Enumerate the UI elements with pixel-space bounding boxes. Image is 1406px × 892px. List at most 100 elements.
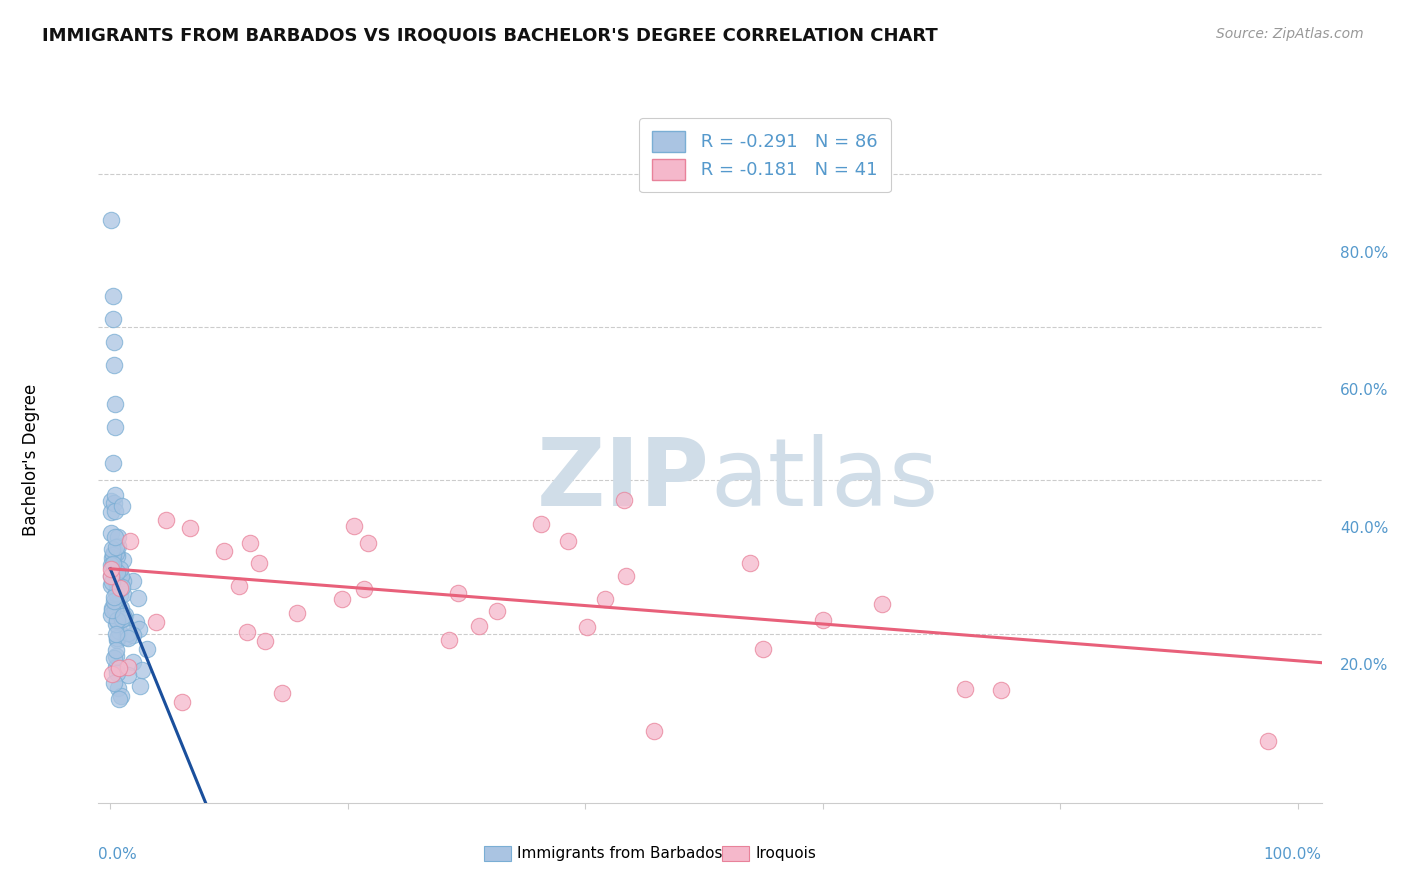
Point <box>330 592 353 607</box>
Text: 60.0%: 60.0% <box>1340 384 1389 398</box>
Point <box>100 600 122 615</box>
Point <box>100 493 122 508</box>
Point <box>111 499 134 513</box>
Point <box>105 643 128 657</box>
Point <box>110 580 132 594</box>
Point <box>486 604 509 618</box>
Point <box>121 655 143 669</box>
Point <box>105 633 128 648</box>
Point <box>103 570 125 584</box>
Point <box>105 546 128 560</box>
Point <box>101 542 124 557</box>
Text: 100.0%: 100.0% <box>1264 847 1322 863</box>
Point <box>120 533 142 548</box>
Point <box>439 633 461 648</box>
Point <box>111 612 134 626</box>
Point <box>105 660 128 674</box>
Point <box>343 519 366 533</box>
Point <box>100 562 122 576</box>
Point <box>105 627 128 641</box>
FancyBboxPatch shape <box>484 847 510 861</box>
Point <box>104 602 127 616</box>
Point <box>105 574 128 589</box>
Point <box>101 456 124 470</box>
Point <box>103 556 125 570</box>
Point <box>108 692 131 706</box>
Point <box>447 585 470 599</box>
Point <box>170 695 193 709</box>
Point <box>110 569 132 583</box>
Point <box>110 589 132 603</box>
Point <box>107 681 129 695</box>
Point <box>117 668 139 682</box>
Point <box>103 676 125 690</box>
Point <box>112 574 135 589</box>
Point <box>105 614 128 628</box>
Point <box>128 622 150 636</box>
Point <box>105 617 128 632</box>
Text: ZIP: ZIP <box>537 434 710 526</box>
Point <box>468 619 491 633</box>
Point <box>870 597 893 611</box>
Point <box>990 683 1012 698</box>
Point <box>100 574 122 589</box>
Point <box>108 562 131 576</box>
Point <box>236 625 259 640</box>
Point <box>104 488 127 502</box>
Point <box>100 526 122 541</box>
Point <box>101 312 124 326</box>
Point <box>740 556 762 570</box>
Point <box>103 590 125 604</box>
Point <box>643 723 665 738</box>
Point <box>117 660 139 674</box>
Point <box>111 553 134 567</box>
Point <box>614 569 637 583</box>
Point <box>105 631 128 645</box>
Point <box>110 690 132 704</box>
Point <box>104 564 127 578</box>
Text: Bachelor's Degree: Bachelor's Degree <box>22 384 41 535</box>
Point <box>155 513 177 527</box>
Point <box>100 607 122 622</box>
Point <box>112 611 135 625</box>
Point <box>108 624 131 638</box>
Point <box>955 681 977 696</box>
Point <box>1257 734 1279 748</box>
Text: Immigrants from Barbados: Immigrants from Barbados <box>517 847 723 861</box>
Point <box>103 593 125 607</box>
Point <box>128 679 150 693</box>
Point <box>529 517 551 532</box>
Point <box>101 558 124 572</box>
Point <box>117 631 139 645</box>
Point <box>247 557 270 571</box>
Point <box>254 634 277 648</box>
Point <box>104 530 127 544</box>
Point <box>353 582 375 596</box>
Point <box>103 496 125 510</box>
Point <box>103 359 125 373</box>
Point <box>104 504 127 518</box>
Point <box>145 615 167 629</box>
Point <box>101 667 124 681</box>
Point <box>104 603 127 617</box>
Point <box>135 642 157 657</box>
Point <box>105 565 128 579</box>
Point <box>127 591 149 606</box>
Point <box>125 615 148 629</box>
Text: 20.0%: 20.0% <box>1340 658 1388 673</box>
Point <box>114 630 136 644</box>
Point <box>100 603 122 617</box>
Point <box>752 642 775 657</box>
Point <box>100 558 122 573</box>
Point <box>101 289 124 303</box>
Point <box>357 536 380 550</box>
Text: atlas: atlas <box>710 434 938 526</box>
Point <box>100 212 122 227</box>
Text: 0.0%: 0.0% <box>98 847 138 863</box>
Point <box>179 521 201 535</box>
Point <box>103 335 125 350</box>
Text: IMMIGRANTS FROM BARBADOS VS IROQUOIS BACHELOR'S DEGREE CORRELATION CHART: IMMIGRANTS FROM BARBADOS VS IROQUOIS BAC… <box>42 27 938 45</box>
Point <box>100 505 122 519</box>
Point <box>110 601 132 615</box>
Text: Source: ZipAtlas.com: Source: ZipAtlas.com <box>1216 27 1364 41</box>
